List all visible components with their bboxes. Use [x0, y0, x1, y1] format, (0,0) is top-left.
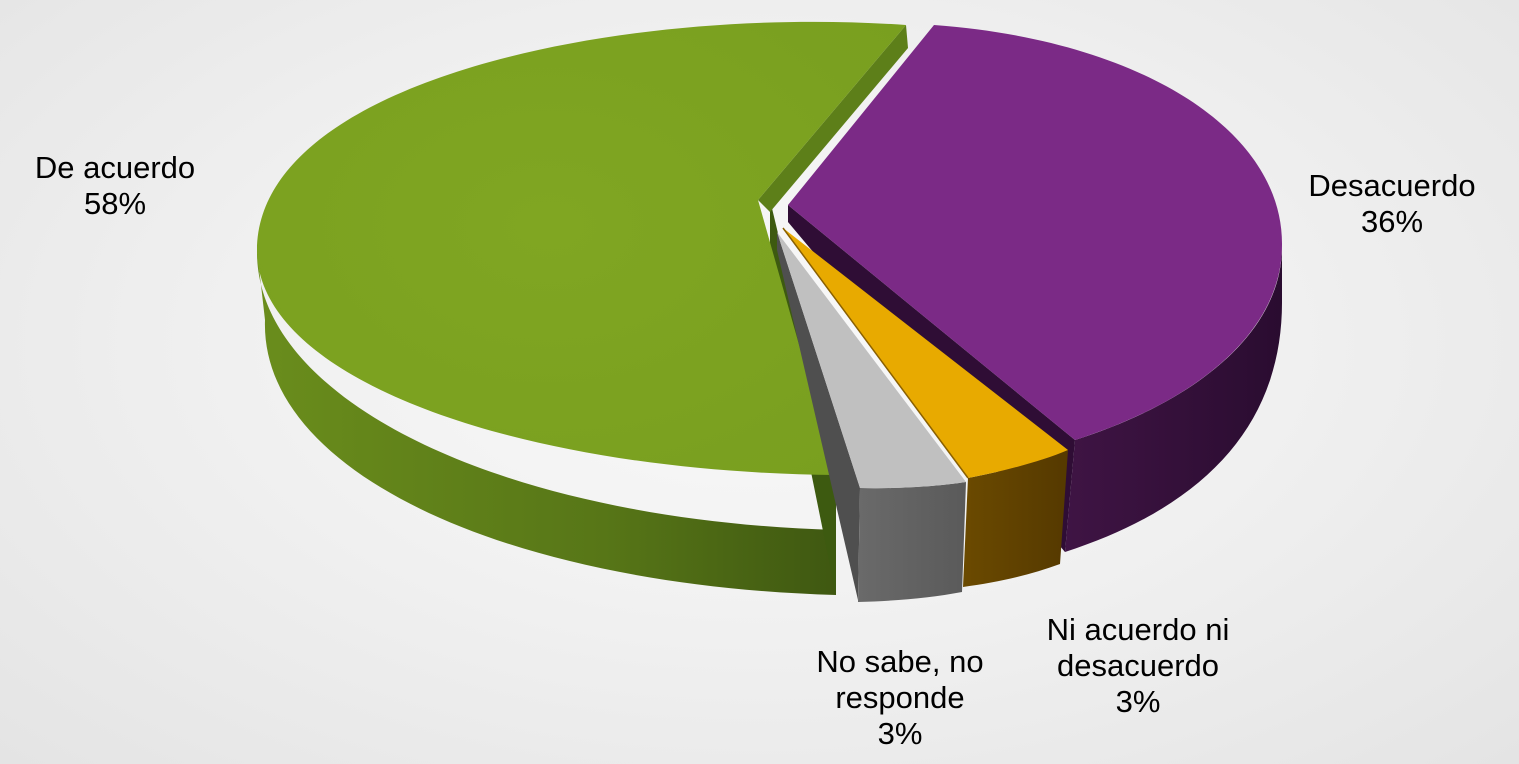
label-de-acuerdo-pct: 58%: [83, 186, 147, 221]
label-desacuerdo: Desacuerdo 36%: [1292, 168, 1492, 240]
slice-ni-acuerdo: [782, 227, 1068, 587]
label-no-sabe-line2: responde: [835, 680, 965, 715]
slice-desacuerdo-side: [1065, 245, 1283, 552]
slice-ni-acuerdo-side: [963, 450, 1068, 587]
slice-no-sabe-cut-face: [777, 232, 860, 600]
slice-ni-acuerdo-top: [783, 228, 1068, 478]
label-ni-acuerdo-line1: Ni acuerdo ni: [1046, 612, 1230, 647]
label-desacuerdo-pct: 36%: [1360, 204, 1424, 239]
label-ni-acuerdo-line2: desacuerdo: [1056, 648, 1219, 683]
slice-no-sabe: [777, 232, 966, 602]
slice-no-sabe-top: [777, 232, 966, 489]
label-ni-acuerdo-pct: 3%: [1115, 684, 1161, 719]
label-desacuerdo-name: Desacuerdo: [1308, 168, 1476, 203]
slice-desacuerdo-top: [788, 25, 1283, 440]
slice-ni-acuerdo-edge: [782, 227, 969, 479]
label-no-sabe: No sabe, no responde 3%: [810, 644, 990, 752]
label-ni-acuerdo: Ni acuerdo ni desacuerdo 3%: [1018, 612, 1258, 720]
slice-de-acuerdo-top: [257, 21, 906, 476]
slice-de-acuerdo: [256, 21, 908, 595]
slice-de-acuerdo-back-face: [758, 25, 908, 212]
slice-no-sabe-side: [858, 482, 966, 602]
label-no-sabe-pct: 3%: [877, 716, 923, 751]
slice-de-acuerdo-side: [256, 250, 836, 595]
label-de-acuerdo: De acuerdo 58%: [30, 150, 200, 222]
label-no-sabe-line1: No sabe, no: [816, 644, 984, 679]
label-de-acuerdo-name: De acuerdo: [34, 150, 196, 185]
